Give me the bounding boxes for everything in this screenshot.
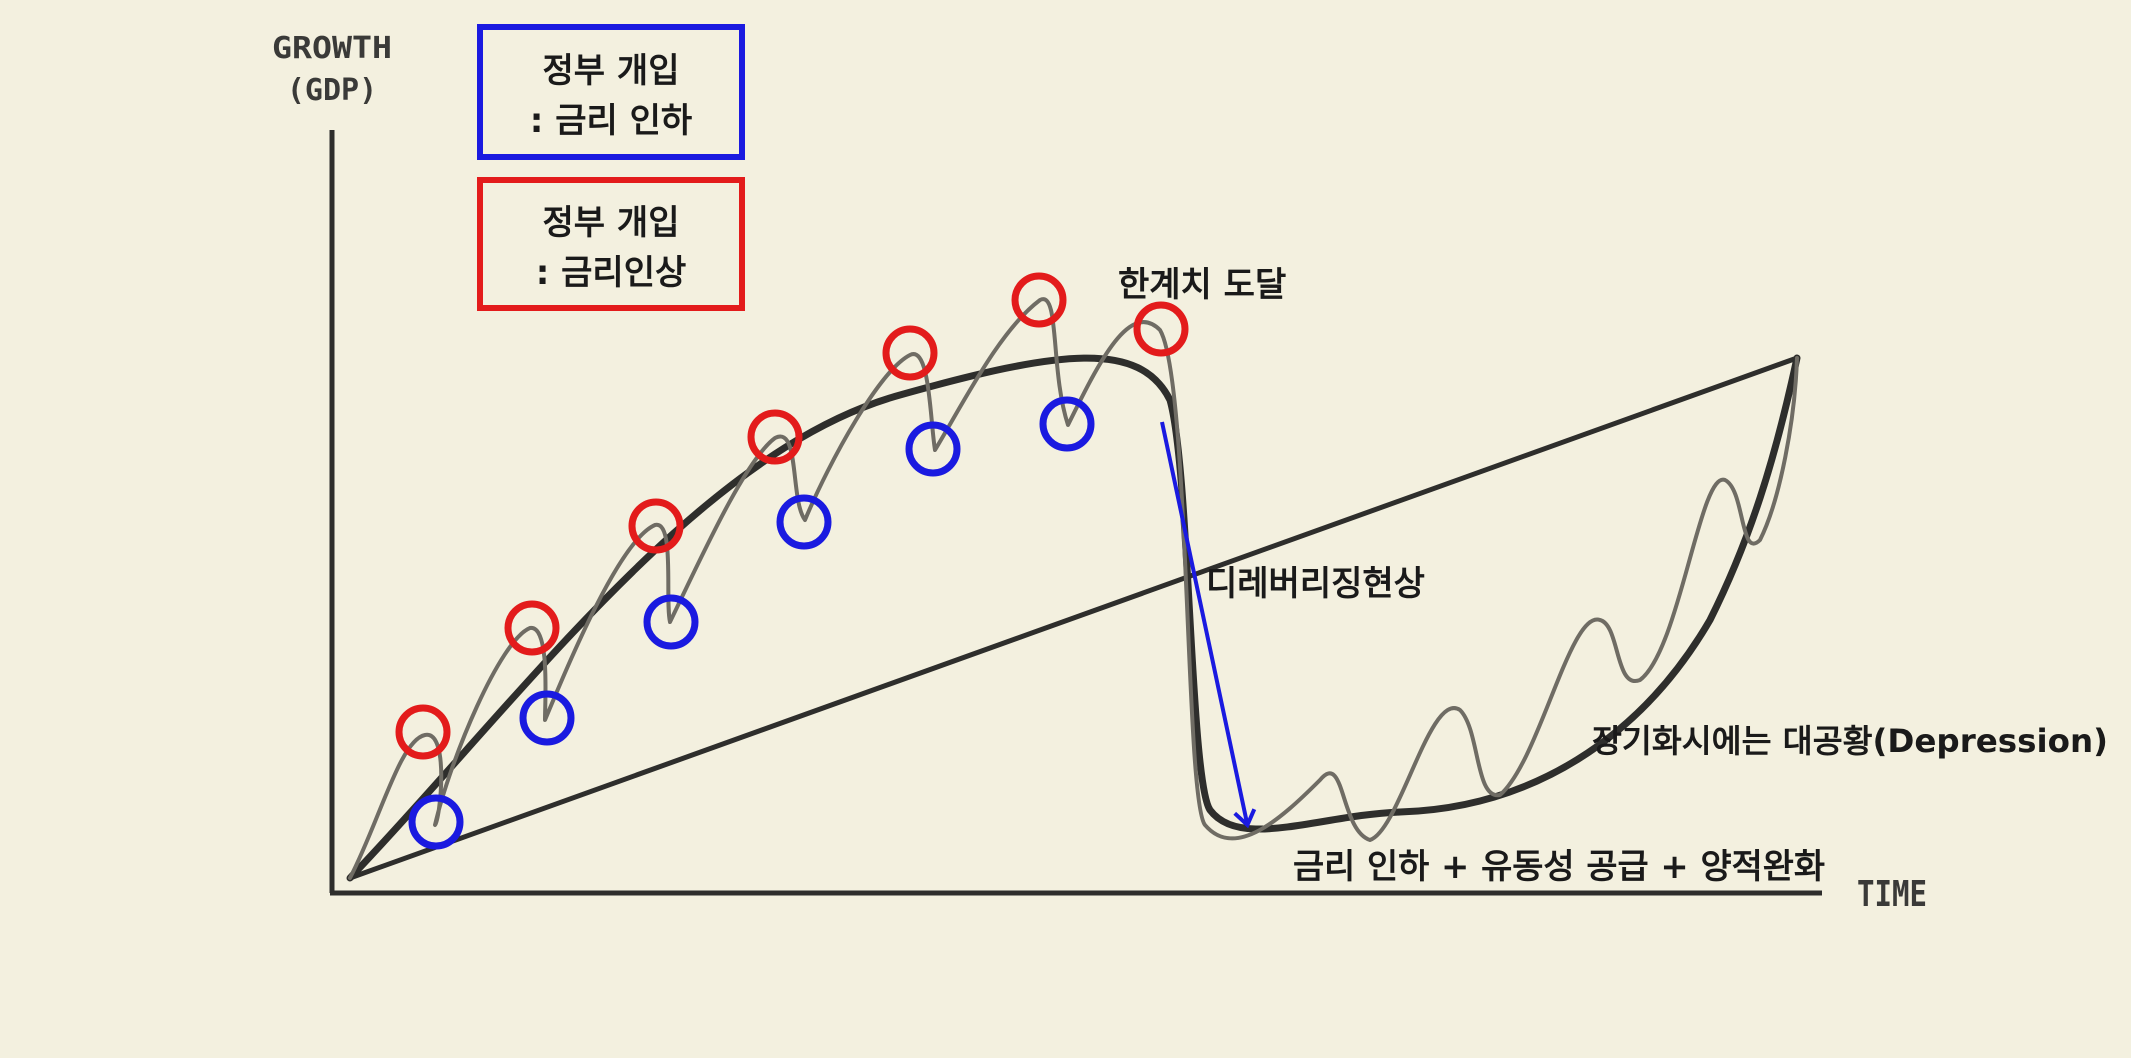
legend-rate-cut-line2: : 금리 인하 [530, 101, 692, 141]
y-axis-label-line1: GROWTH [272, 31, 392, 66]
rate-hike-marker [747, 409, 803, 465]
rate-hike-marker [395, 704, 451, 760]
rate-cut-marker [905, 421, 961, 477]
business-cycle-wave [348, 297, 1799, 880]
legend-rate-hike: 정부 개입 : 금리인상 [477, 177, 745, 311]
rate-cut-marker [519, 690, 575, 746]
legend-rate-hike-line1: 정부 개입 [543, 203, 680, 243]
rate-hike-marker [504, 600, 560, 656]
y-axis-label-line2: (GDP) [287, 73, 377, 108]
rate-hike-marker [1011, 272, 1067, 328]
rate-cut-marker [776, 494, 832, 550]
depression-annotation: 장기화시에는 대공황(Depression) [1592, 722, 2108, 760]
legend-rate-hike-line2: : 금리인상 [536, 253, 687, 293]
legend-rate-hike-box [477, 177, 745, 311]
rate-cut-marker [1039, 396, 1095, 452]
legend-rate-cut: 정부 개입 : 금리 인하 [477, 24, 745, 160]
debt-cycle-curve [346, 354, 1801, 882]
rate-cut-markers [408, 396, 1095, 850]
threshold-annotation: 한계치 도달 [1118, 265, 1286, 305]
trend-line [349, 355, 1798, 881]
deleveraging-annotation: 디레버리징현상 [1206, 564, 1425, 604]
rate-hike-marker [628, 498, 684, 554]
x-axis-label: TIME [1857, 874, 1927, 915]
legend-rate-cut-line1: 정부 개입 [543, 51, 680, 91]
rate-hike-marker [1133, 301, 1189, 357]
rate-hike-marker [882, 325, 938, 381]
rate-cut-marker [408, 794, 464, 850]
rate-hike-markers [395, 272, 1189, 760]
policy-annotation: 금리 인하 + 유동성 공급 + 양적완화 [1293, 847, 1825, 887]
legend-rate-cut-box [477, 24, 745, 160]
deleveraging-arrow [1160, 421, 1257, 829]
rate-cut-marker [643, 594, 699, 650]
